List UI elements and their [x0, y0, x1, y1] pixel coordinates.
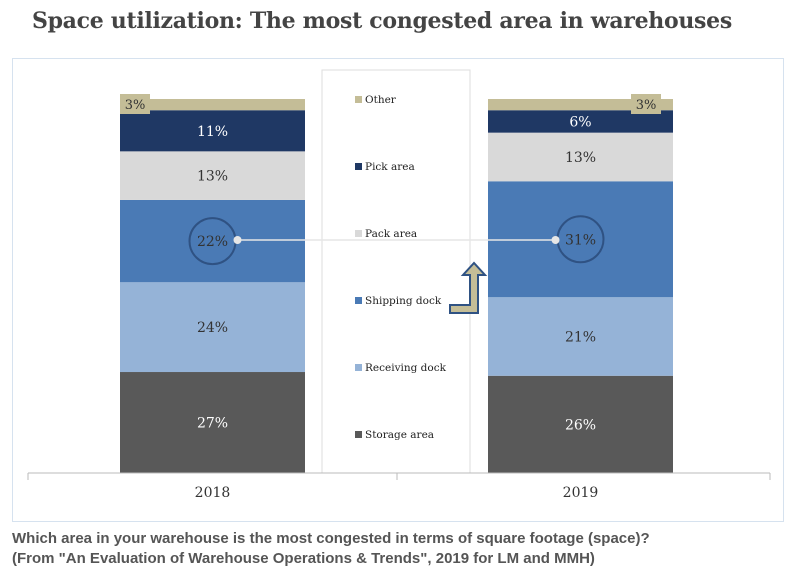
caption-source: (From "An Evaluation of Warehouse Operat…	[12, 550, 595, 567]
legend-label: Receiving dock	[365, 362, 447, 374]
bar-2019-pack-area	[488, 132, 673, 182]
bar-2019-pick-area	[488, 110, 673, 133]
data-label: 21%	[565, 329, 596, 345]
legend-label: Pick area	[365, 161, 415, 173]
data-label-box	[120, 94, 150, 114]
x-tick-label: 2019	[563, 485, 599, 501]
legend-label: Shipping dock	[365, 295, 442, 307]
connector-dot	[551, 236, 560, 244]
legend-swatch	[355, 230, 362, 237]
bar-2019-receiving-dock	[488, 297, 673, 376]
data-label-box	[631, 94, 661, 114]
data-label: 26%	[565, 417, 596, 433]
chart-title: Space utilization: The most congested ar…	[32, 8, 732, 34]
chart-frame	[12, 58, 784, 522]
legend-swatch	[355, 163, 362, 170]
data-label: 27%	[197, 416, 228, 432]
bent-arrow-icon	[449, 261, 488, 314]
legend-box	[321, 69, 471, 474]
data-label: 3%	[125, 98, 146, 113]
data-label: 11%	[197, 124, 228, 140]
data-label: 13%	[197, 169, 228, 185]
data-label: 22%	[197, 234, 228, 250]
legend-swatch	[355, 431, 362, 438]
data-label: 31%	[565, 232, 596, 248]
legend-label: Other	[365, 94, 397, 106]
connector-dot	[233, 236, 242, 244]
legend-swatch	[355, 297, 362, 304]
bar-2018-pack-area	[120, 151, 305, 200]
bar-2018-storage-area	[120, 372, 305, 473]
bar-2018-shipping-dock	[120, 199, 305, 283]
bar-2018-pick-area	[120, 110, 305, 152]
data-label: 6%	[569, 114, 591, 130]
bar-2018-receiving-dock	[120, 282, 305, 373]
bar-2019-other	[488, 99, 673, 111]
legend-swatch	[355, 96, 362, 103]
bar-2019-storage-area	[488, 375, 673, 473]
legend-swatch	[355, 364, 362, 371]
data-label: 3%	[636, 98, 657, 113]
x-tick-label: 2018	[195, 485, 231, 501]
bar-2018-other	[120, 99, 305, 111]
data-label: 13%	[565, 150, 596, 166]
legend-label: Storage area	[365, 429, 434, 441]
data-label: 24%	[197, 320, 228, 336]
legend-label: Pack area	[365, 228, 417, 240]
caption-question: Which area in your warehouse is the most…	[12, 530, 650, 547]
